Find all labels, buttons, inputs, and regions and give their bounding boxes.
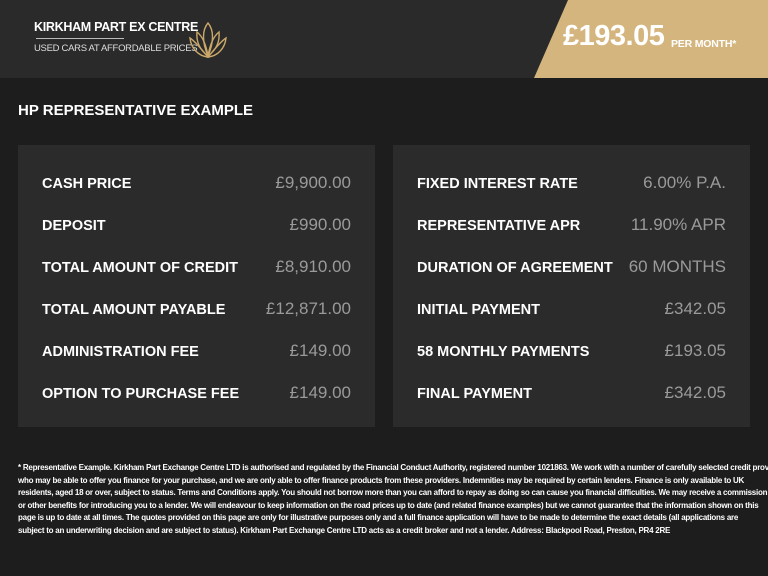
brand[interactable]: KIRKHAM PART EX CENTRE USED CARS AT AFFO… [34,20,198,54]
finance-label: FIXED INTEREST RATE [417,176,578,192]
finance-row: INITIAL PAYMENT £342.05 [417,298,726,322]
monthly-price: £193.05 [563,20,665,52]
price-suffix: PER MONTH* [671,38,737,50]
finance-row: OPTION TO PURCHASE FEE £149.00 [42,382,351,406]
finance-label: 58 MONTHLY PAYMENTS [417,344,590,360]
disclaimer-line: page is up to date at all times. The quo… [18,513,739,523]
finance-value: £342.05 [664,299,726,318]
header: KIRKHAM PART EX CENTRE USED CARS AT AFFO… [0,0,768,78]
disclaimer-line: or other benefits for introducing you to… [18,500,759,510]
finance-label: OPTION TO PURCHASE FEE [42,386,240,402]
finance-row: TOTAL AMOUNT PAYABLE £12,871.00 [42,298,351,322]
finance-value: 60 MONTHS [628,257,726,276]
finance-label: DURATION OF AGREEMENT [417,260,613,276]
left-finance-panel: CASH PRICE £9,900.00 DEPOSIT £990.00 TOTAL A… [18,145,375,427]
finance-label: REPRESENTATIVE APR [417,218,581,234]
disclaimer: * Representative Example. Kirkham Part E… [18,462,768,538]
finance-value: £12,871.00 [265,299,351,318]
finance-label: INITIAL PAYMENT [417,302,540,318]
disclaimer-line: * Representative Example. Kirkham Part E… [18,463,768,472]
finance-value: £8,910.00 [275,257,351,276]
finance-row: CASH PRICE £9,900.00 [42,172,351,196]
finance-row: DEPOSIT £990.00 [42,214,351,238]
brand-divider [36,38,124,39]
disclaimer-line: who may be able to offer you finance for… [18,475,745,485]
finance-row: ADMINISTRATION FEE £149.00 [42,340,351,364]
brand-tagline: USED CARS AT AFFORDABLE PRICES [34,43,198,54]
finance-row: DURATION OF AGREEMENT 60 MONTHS [417,256,726,280]
finance-value: 11.90% APR [630,215,726,234]
finance-label: DEPOSIT [42,218,106,234]
brand-name: KIRKHAM PART EX CENTRE [34,20,199,34]
finance-label: CASH PRICE [42,176,132,192]
finance-value: £342.05 [664,383,726,402]
finance-row: FINAL PAYMENT £342.05 [417,382,726,406]
finance-label: TOTAL AMOUNT PAYABLE [42,302,226,318]
price-banner [534,0,768,78]
disclaimer-line: subject to an underwriting decision and … [18,525,671,535]
finance-value: £9,900.00 [275,173,351,192]
finance-value: £990.00 [289,215,351,234]
finance-row: FIXED INTEREST RATE 6.00% P.A. [417,172,726,196]
lotus-logo-icon [189,21,227,58]
finance-label: FINAL PAYMENT [417,386,532,402]
finance-label: TOTAL AMOUNT OF CREDIT [42,260,239,276]
finance-value: £193.05 [664,341,726,360]
finance-label: ADMINISTRATION FEE [42,344,199,360]
page-title: HP REPRESENTATIVE EXAMPLE [18,102,254,119]
finance-value: £149.00 [289,341,351,360]
finance-value: 6.00% P.A. [643,173,726,192]
finance-row: 58 MONTHLY PAYMENTS £193.05 [417,340,726,364]
finance-row: TOTAL AMOUNT OF CREDIT £8,910.00 [42,256,351,280]
right-finance-panel: FIXED INTEREST RATE 6.00% P.A. REPRESENTAT… [393,145,750,427]
disclaimer-line: residents, aged 18 or over, subject to s… [18,488,768,498]
finance-row: REPRESENTATIVE APR 11.90% APR [417,214,726,238]
finance-value: £149.00 [289,383,351,402]
